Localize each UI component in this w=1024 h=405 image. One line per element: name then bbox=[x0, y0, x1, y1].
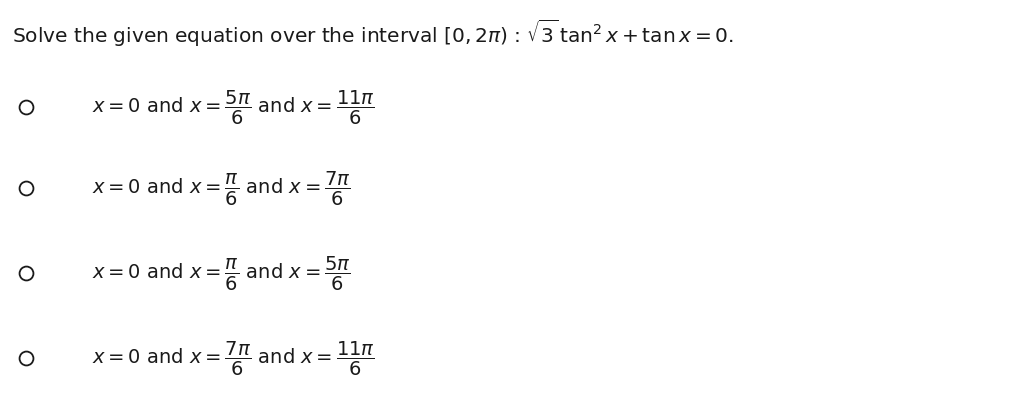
Text: $x = 0$ and $x = \dfrac{\pi}{6}$ and $x = \dfrac{5\pi}{6}$: $x = 0$ and $x = \dfrac{\pi}{6}$ and $x … bbox=[92, 254, 351, 292]
Text: $x = 0$ and $x = \dfrac{5\pi}{6}$ and $x = \dfrac{11\pi}{6}$: $x = 0$ and $x = \dfrac{5\pi}{6}$ and $x… bbox=[92, 88, 375, 126]
Text: $x = 0$ and $x = \dfrac{\pi}{6}$ and $x = \dfrac{7\pi}{6}$: $x = 0$ and $x = \dfrac{\pi}{6}$ and $x … bbox=[92, 169, 351, 207]
Text: $x = 0$ and $x = \dfrac{7\pi}{6}$ and $x = \dfrac{11\pi}{6}$: $x = 0$ and $x = \dfrac{7\pi}{6}$ and $x… bbox=[92, 339, 375, 377]
Text: Solve the given equation over the interval $[0, 2\pi)$ : $\sqrt{3}\,\tan^2 x + \: Solve the given equation over the interv… bbox=[12, 18, 734, 49]
